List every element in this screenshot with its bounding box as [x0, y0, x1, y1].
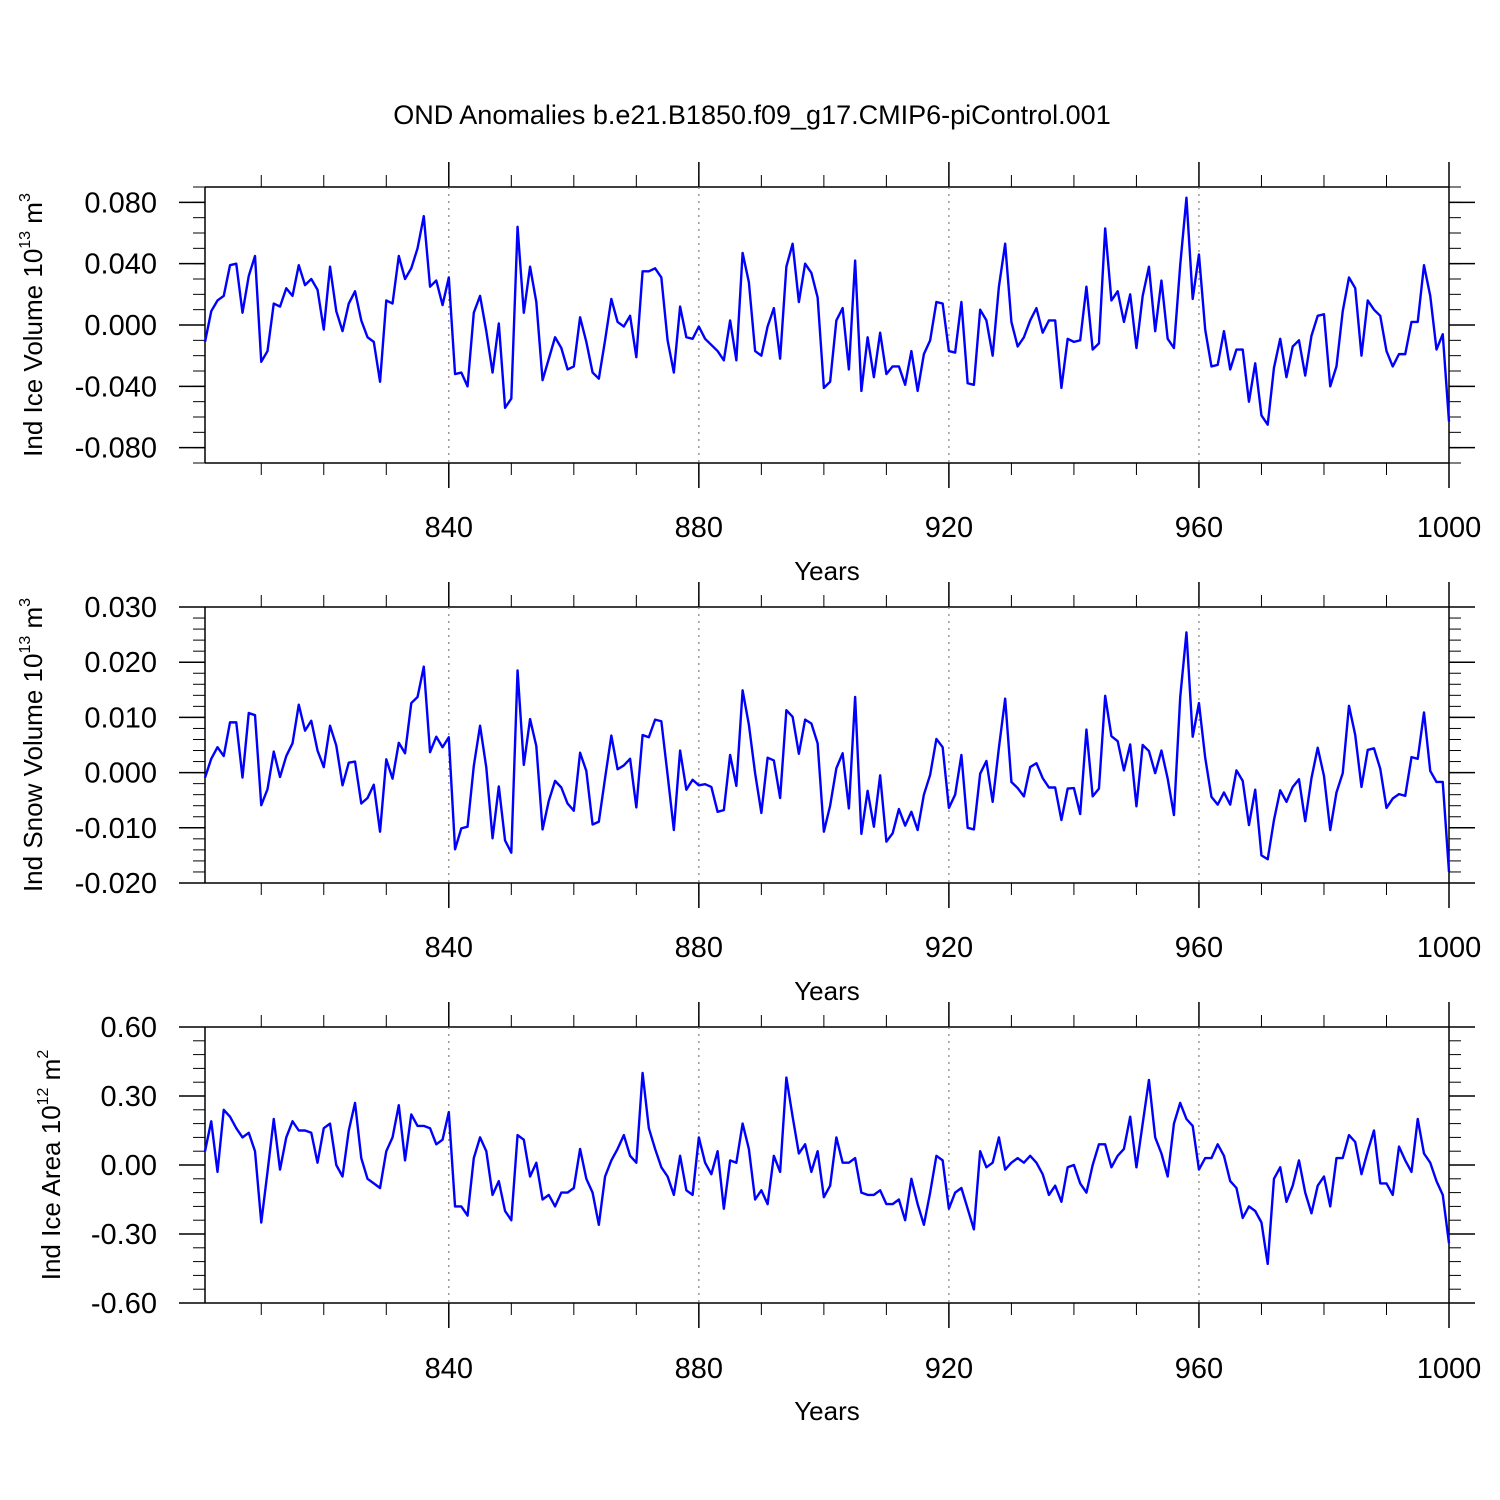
x-tick-label: 880	[675, 512, 723, 544]
y-tick-label: -0.30	[91, 1219, 157, 1251]
y-tick-label: 0.000	[84, 758, 157, 790]
x-axis-label: Years	[794, 1396, 860, 1426]
x-tick-label: 840	[425, 1353, 473, 1385]
x-tick-label: 960	[1175, 512, 1223, 544]
y-tick-label: 0.60	[101, 1012, 157, 1044]
x-tick-label: 960	[1175, 1353, 1223, 1385]
y-axis-label-exponent: 12	[35, 1087, 52, 1105]
x-tick-label: 1000	[1417, 1353, 1482, 1385]
x-tick-label: 960	[1175, 932, 1223, 964]
x-tick-label: 840	[425, 932, 473, 964]
series-line	[203, 1071, 1451, 1266]
y-axis-label-unit: m	[18, 202, 48, 231]
y-tick-label: 0.020	[84, 647, 157, 679]
y-tick-label: -0.080	[75, 433, 157, 465]
y-tick-label: -0.040	[75, 371, 157, 403]
x-tick-label: 920	[925, 932, 973, 964]
y-axis-label-unit-exponent: 3	[17, 193, 34, 202]
x-tick-label: 880	[675, 932, 723, 964]
y-tick-label: -0.60	[91, 1288, 157, 1320]
y-axis-label-exponent: 13	[17, 231, 34, 249]
y-axis-label-unit: m	[18, 607, 48, 636]
y-tick-label: 0.010	[84, 702, 157, 734]
y-tick-label: 0.30	[101, 1081, 157, 1113]
y-tick-label: -0.020	[75, 868, 157, 900]
y-axis-label: Ind Snow Volume 1013 m3	[17, 598, 48, 892]
x-axis-label: Years	[794, 976, 860, 1006]
y-tick-label: 0.00	[101, 1150, 157, 1182]
y-axis-label-unit-exponent: 2	[35, 1050, 52, 1059]
panel-2: -0.020 -0.010 0.000 0.010 0.020 0.030 840 880 92…	[17, 582, 1481, 1006]
y-axis-label-main: Ind Ice Area 10	[36, 1105, 66, 1280]
y-axis-label-unit-exponent: 3	[17, 598, 34, 607]
y-tick-label: 0.030	[84, 592, 157, 624]
y-axis-label-unit: m	[36, 1059, 66, 1088]
series-line	[203, 631, 1451, 873]
y-tick-label: -0.010	[75, 813, 157, 845]
panel-1: -0.080 -0.040 0.000 0.040 0.080 840 880 920 960 1…	[17, 162, 1481, 586]
x-tick-label: 920	[925, 512, 973, 544]
x-tick-label: 1000	[1417, 512, 1482, 544]
chart-panels: -0.080 -0.040 0.000 0.040 0.080 840 880 920 960 1…	[17, 162, 1481, 1426]
y-tick-label: 0.080	[84, 187, 157, 219]
chart-title: OND Anomalies b.e21.B1850.f09_g17.CMIP6-…	[393, 100, 1110, 130]
y-tick-label: 0.000	[84, 310, 157, 342]
x-tick-label: 920	[925, 1353, 973, 1385]
y-axis-label-main: Ind Snow Volume 10	[18, 654, 48, 893]
x-axis-label: Years	[794, 556, 860, 586]
x-tick-label: 840	[425, 512, 473, 544]
panel-3: -0.60 -0.30 0.00 0.30 0.60 840 880 920 960 1000 Ye…	[35, 1002, 1481, 1426]
y-axis-label: Ind Ice Area 1012 m2	[35, 1050, 66, 1281]
y-axis-label: Ind Ice Volume 1013 m3	[17, 193, 48, 457]
x-tick-label: 1000	[1417, 932, 1482, 964]
y-axis-label-main: Ind Ice Volume 10	[18, 249, 48, 457]
y-tick-label: 0.040	[84, 249, 157, 281]
series-line	[203, 196, 1451, 426]
y-axis-label-exponent: 13	[17, 636, 34, 654]
x-tick-label: 880	[675, 1353, 723, 1385]
